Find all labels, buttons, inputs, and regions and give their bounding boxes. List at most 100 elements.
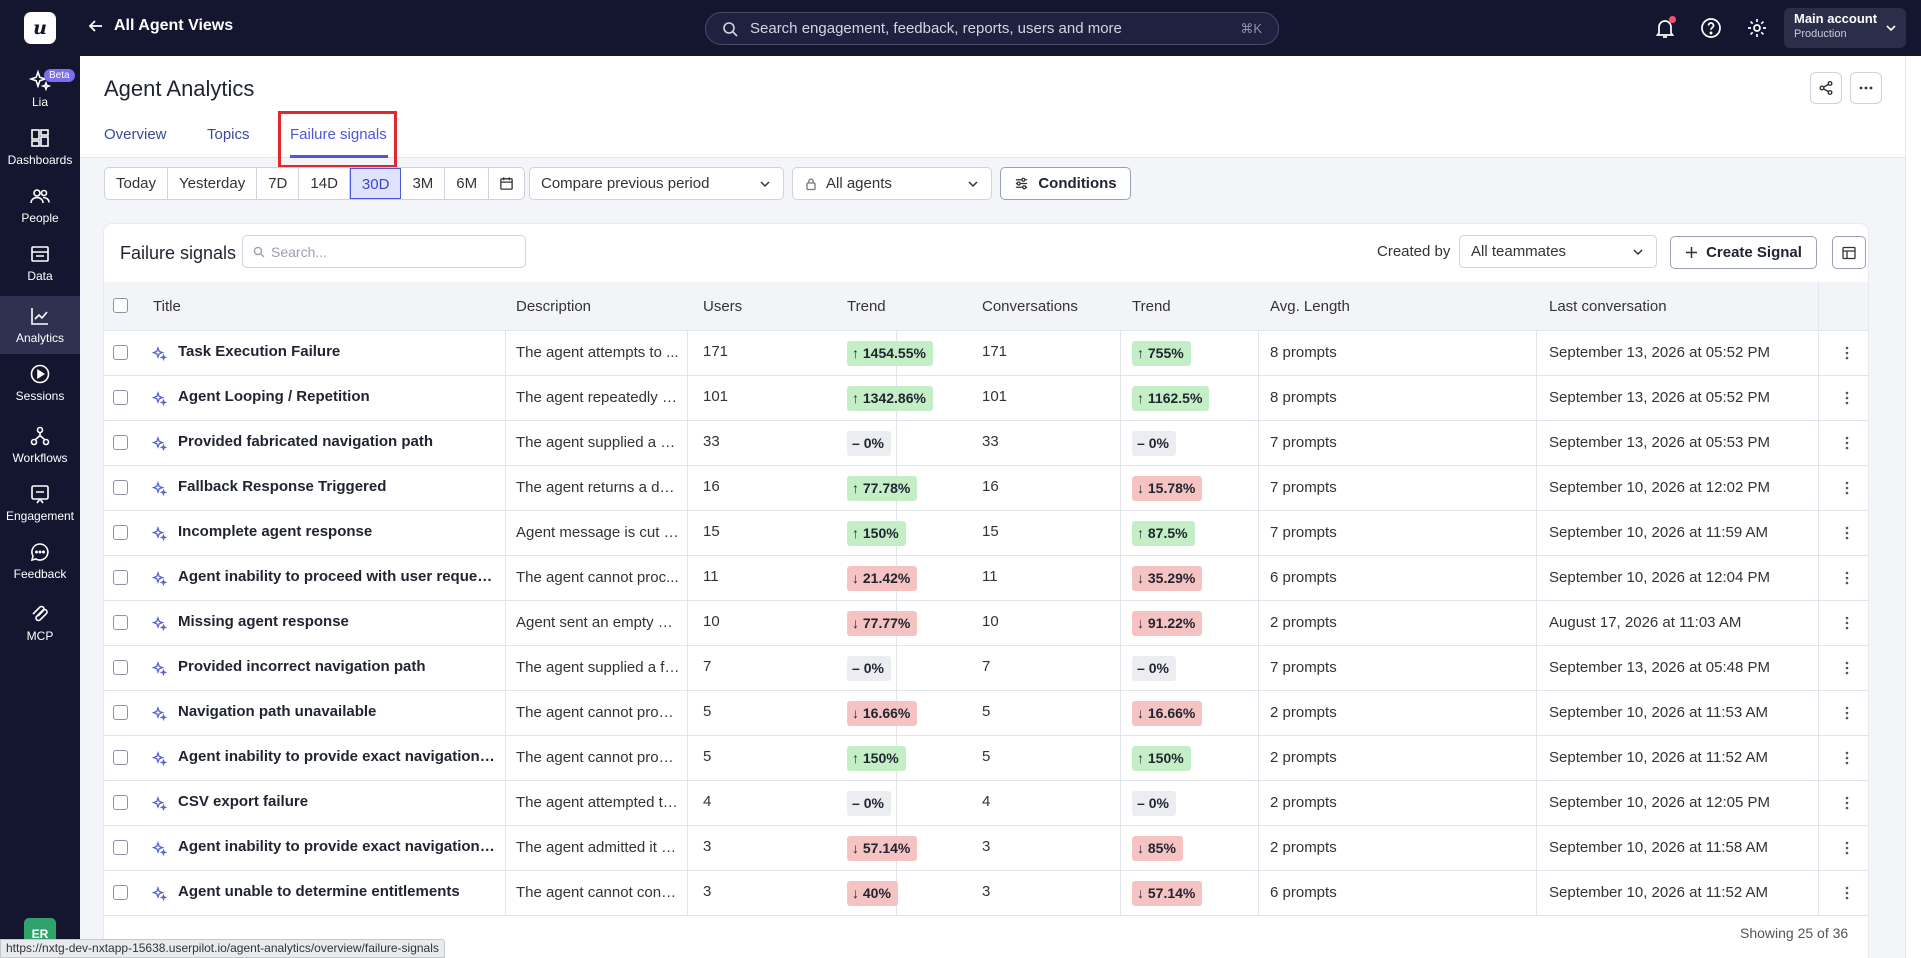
range-14d-button[interactable]: 14D	[299, 168, 350, 199]
row-checkbox[interactable]	[113, 480, 128, 495]
column-header-last-conversation[interactable]: Last conversation	[1549, 298, 1667, 315]
row-checkbox[interactable]	[113, 885, 128, 900]
signal-title-link[interactable]: Provided incorrect navigation path	[178, 658, 426, 675]
row-actions-button[interactable]	[1837, 388, 1857, 408]
signal-title-link[interactable]: Agent Looping / Repetition	[178, 388, 370, 405]
table-row[interactable]: Agent inability to proceed with user req…	[104, 556, 1868, 601]
signal-title-link[interactable]: Agent inability to provide exact navigat…	[178, 748, 498, 765]
column-header-title[interactable]: Title	[153, 298, 181, 315]
sidebar-item-dashboards[interactable]: Dashboards	[0, 118, 80, 176]
table-row[interactable]: CSV export failure The agent attempted to…	[104, 781, 1868, 826]
sidebar-item-mcp[interactable]: MCP	[0, 594, 80, 652]
row-checkbox[interactable]	[113, 795, 128, 810]
column-divider	[505, 736, 506, 780]
help-icon[interactable]	[1698, 15, 1724, 41]
table-row[interactable]: Agent inability to provide exact navigat…	[104, 736, 1868, 781]
row-checkbox[interactable]	[113, 750, 128, 765]
account-switcher[interactable]: Main account Production	[1784, 8, 1906, 48]
signal-title-link[interactable]: Agent inability to provide exact navigat…	[178, 838, 498, 855]
range-30d-button[interactable]: 30D	[349, 168, 402, 199]
sidebar-item-people[interactable]: People	[0, 176, 80, 234]
table-row[interactable]: Navigation path unavailable The agent can…	[104, 691, 1868, 736]
global-search-input[interactable]: Search engagement, feedback, reports, us…	[705, 12, 1279, 45]
range-6m-button[interactable]: 6M	[445, 168, 490, 199]
table-row[interactable]: Missing agent response Agent sent an empt…	[104, 601, 1868, 646]
row-actions-button[interactable]	[1837, 478, 1857, 498]
row-actions-button[interactable]	[1837, 883, 1857, 903]
row-checkbox[interactable]	[113, 840, 128, 855]
table-row[interactable]: Agent unable to determine entitlements Th…	[104, 871, 1868, 916]
sidebar-item-workflows[interactable]: Workflows	[0, 416, 80, 474]
row-checkbox[interactable]	[113, 615, 128, 630]
row-checkbox[interactable]	[113, 435, 128, 450]
sidebar-item-engagement[interactable]: Engagement	[0, 474, 80, 532]
app-logo[interactable]: u	[24, 12, 56, 44]
table-row[interactable]: Provided incorrect navigation path The ag…	[104, 646, 1868, 691]
sidebar-item-sessions[interactable]: Sessions	[0, 354, 80, 412]
row-actions-button[interactable]	[1837, 433, 1857, 453]
column-header-conversations[interactable]: Conversations	[982, 298, 1078, 315]
range-7d-button[interactable]: 7D	[257, 168, 300, 199]
signal-title-link[interactable]: CSV export failure	[178, 793, 309, 810]
row-checkbox[interactable]	[113, 660, 128, 675]
row-actions-button[interactable]	[1837, 658, 1857, 678]
row-checkbox[interactable]	[113, 705, 128, 720]
table-row[interactable]: Agent inability to provide exact navigat…	[104, 826, 1868, 871]
signals-search-input[interactable]: Search...	[242, 235, 526, 268]
agents-select[interactable]: All agents	[792, 167, 992, 200]
compare-period-select[interactable]: Compare previous period	[529, 167, 784, 200]
gear-icon[interactable]	[1744, 15, 1770, 41]
sidebar-item-feedback[interactable]: Feedback	[0, 532, 80, 590]
table-columns-button[interactable]	[1832, 236, 1866, 269]
signal-title-link[interactable]: Fallback Response Triggered	[178, 478, 387, 495]
share-button[interactable]	[1810, 72, 1842, 104]
conditions-button[interactable]: Conditions	[1000, 167, 1131, 200]
row-checkbox[interactable]	[113, 390, 128, 405]
row-actions-button[interactable]	[1837, 703, 1857, 723]
sidebar-item-data[interactable]: Data	[0, 234, 80, 292]
tab-topics[interactable]: Topics	[207, 126, 250, 143]
table-row[interactable]: Agent Looping / Repetition The agent repe…	[104, 376, 1868, 421]
sidebar-item-lia[interactable]: Lia Beta	[0, 60, 80, 118]
row-actions-button[interactable]	[1837, 838, 1857, 858]
column-header-users-trend[interactable]: Trend	[847, 298, 886, 315]
more-options-button[interactable]	[1850, 72, 1882, 104]
signal-title-link[interactable]: Incomplete agent response	[178, 523, 373, 540]
signal-title-link[interactable]: Navigation path unavailable	[178, 703, 377, 720]
signal-title-link[interactable]: Missing agent response	[178, 613, 349, 630]
range-yesterday-button[interactable]: Yesterday	[168, 168, 258, 199]
tab-overview[interactable]: Overview	[104, 126, 167, 143]
table-row[interactable]: Incomplete agent response Agent message i…	[104, 511, 1868, 556]
row-actions-button[interactable]	[1837, 343, 1857, 363]
table-row[interactable]: Fallback Response Triggered The agent ret…	[104, 466, 1868, 511]
row-actions-button[interactable]	[1837, 568, 1857, 588]
row-checkbox[interactable]	[113, 345, 128, 360]
row-actions-button[interactable]	[1837, 523, 1857, 543]
column-divider	[1818, 736, 1819, 780]
bell-icon[interactable]	[1652, 15, 1678, 41]
row-actions-button[interactable]	[1837, 793, 1857, 813]
signal-title-link[interactable]: Agent inability to proceed with user req…	[178, 568, 498, 585]
row-actions-button[interactable]	[1837, 748, 1857, 768]
column-header-avg-length[interactable]: Avg. Length	[1270, 298, 1350, 315]
sidebar-item-analytics[interactable]: Analytics	[0, 296, 80, 354]
range-3m-button[interactable]: 3M	[401, 168, 446, 199]
range-today-button[interactable]: Today	[105, 168, 169, 199]
table-row[interactable]: Task Execution Failure The agent attempts…	[104, 331, 1868, 376]
back-to-agent-views-link[interactable]: All Agent Views	[88, 17, 233, 35]
column-header-conversations-trend[interactable]: Trend	[1132, 298, 1171, 315]
signal-title-link[interactable]: Task Execution Failure	[178, 343, 341, 360]
row-checkbox[interactable]	[113, 525, 128, 540]
created-by-select[interactable]: All teammates	[1459, 235, 1657, 268]
column-header-description[interactable]: Description	[516, 298, 592, 315]
create-signal-button[interactable]: Create Signal	[1670, 236, 1817, 269]
signal-title-link[interactable]: Provided fabricated navigation path	[178, 433, 434, 450]
select-all-checkbox[interactable]	[113, 298, 128, 313]
row-checkbox[interactable]	[113, 570, 128, 585]
signal-title-link[interactable]: Agent unable to determine entitlements	[178, 883, 460, 900]
column-header-users[interactable]: Users	[703, 298, 743, 315]
table-row[interactable]: Provided fabricated navigation path The a…	[104, 421, 1868, 466]
row-actions-button[interactable]	[1837, 613, 1857, 633]
custom-date-button[interactable]	[489, 168, 524, 199]
tab-failure-signals[interactable]: Failure signals	[290, 126, 387, 143]
